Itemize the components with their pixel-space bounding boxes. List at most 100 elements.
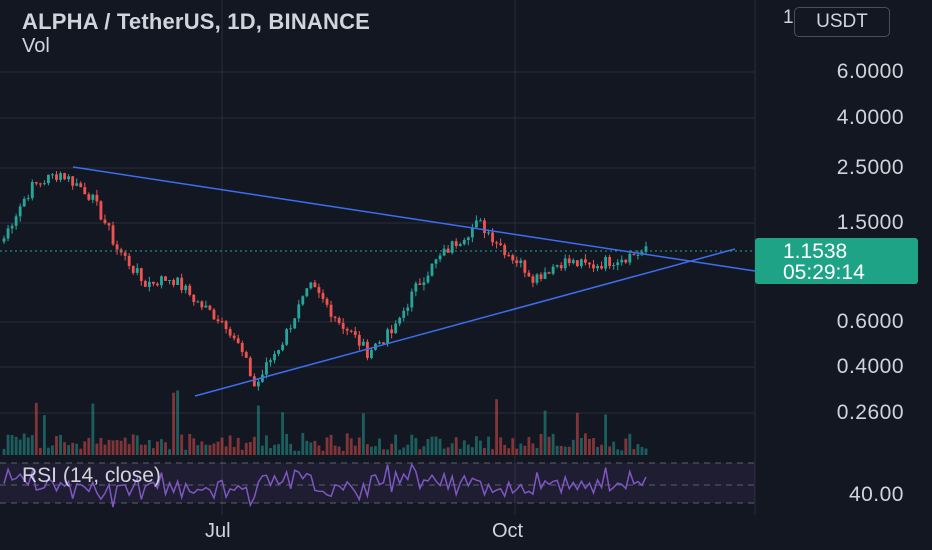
candle-body bbox=[571, 260, 575, 264]
currency-unit-button[interactable]: USDT bbox=[794, 7, 890, 37]
volume-bar bbox=[107, 439, 111, 455]
volume-bar bbox=[224, 446, 228, 455]
volume-bar bbox=[156, 441, 159, 455]
volume-bar bbox=[293, 450, 297, 455]
volume-bar bbox=[624, 438, 628, 455]
volume-bar bbox=[51, 445, 54, 455]
candle-body bbox=[357, 334, 361, 346]
volume-bar bbox=[55, 436, 58, 455]
volume-bar bbox=[531, 443, 535, 455]
candle-body bbox=[168, 280, 171, 282]
volume-bar bbox=[575, 412, 579, 455]
candle-body bbox=[628, 253, 632, 263]
volume-bar bbox=[418, 449, 422, 455]
candle-body bbox=[164, 276, 167, 281]
y-tick-label: 0.4000 bbox=[836, 355, 904, 378]
candle-body bbox=[612, 265, 616, 267]
candle-body bbox=[236, 338, 240, 343]
candle-body bbox=[349, 330, 353, 332]
volume-bar bbox=[571, 439, 575, 455]
candle-body bbox=[180, 277, 184, 291]
volume-bar bbox=[434, 436, 438, 455]
volume-bar bbox=[470, 447, 474, 455]
volume-bar bbox=[135, 435, 139, 455]
volume-label[interactable]: Vol bbox=[22, 35, 50, 57]
candle-body bbox=[555, 265, 559, 267]
symbol-title[interactable]: ALPHA / TetherUS, 1D, BINANCE bbox=[22, 9, 371, 34]
candle-body bbox=[18, 206, 22, 217]
volume-bar bbox=[30, 435, 34, 455]
candle-body bbox=[511, 255, 515, 261]
volume-bar bbox=[248, 442, 252, 455]
volume-bar bbox=[63, 442, 66, 455]
candle-body bbox=[515, 260, 519, 264]
candle-body bbox=[176, 277, 180, 286]
upper-trendline[interactable] bbox=[72, 166, 756, 272]
candle-body bbox=[313, 282, 317, 288]
volume-bar bbox=[2, 448, 6, 455]
volume-bar bbox=[608, 446, 612, 455]
volume-bar bbox=[103, 444, 107, 455]
rsi-indicator-label[interactable]: RSI (14, close) bbox=[22, 464, 161, 487]
volume-bar bbox=[462, 440, 466, 455]
candle-body bbox=[337, 318, 341, 324]
candle-body bbox=[216, 319, 220, 322]
volume-bar bbox=[636, 444, 640, 455]
volume-bar bbox=[47, 447, 50, 455]
candle-body bbox=[147, 281, 151, 287]
volume-bar bbox=[491, 449, 494, 455]
candle-body bbox=[418, 283, 422, 285]
volume-bar bbox=[543, 410, 547, 455]
candle-body bbox=[454, 241, 458, 246]
volume-bar bbox=[547, 436, 551, 455]
candlesticks bbox=[2, 171, 648, 391]
candle-body bbox=[67, 176, 71, 180]
x-tick-label: Oct bbox=[492, 520, 524, 542]
candle-body bbox=[600, 265, 603, 269]
candle-body bbox=[269, 360, 272, 363]
candle-body bbox=[277, 350, 280, 354]
candle-body bbox=[301, 296, 305, 305]
candle-body bbox=[329, 304, 333, 317]
volume-bar bbox=[430, 436, 434, 455]
volume-bar bbox=[168, 449, 171, 455]
candle-body bbox=[543, 272, 547, 279]
volume-bar bbox=[640, 446, 644, 455]
rsi-line bbox=[3, 462, 647, 508]
volume-bar bbox=[515, 448, 519, 455]
lower-trendline[interactable] bbox=[194, 248, 736, 397]
candle-body bbox=[285, 329, 289, 345]
volume-bar bbox=[519, 443, 523, 455]
candle-body bbox=[616, 262, 620, 266]
volume-bar bbox=[79, 448, 83, 455]
volume-bar bbox=[382, 449, 385, 455]
volume-bar bbox=[305, 440, 309, 455]
volume-bar bbox=[406, 444, 410, 455]
volume-bar bbox=[539, 434, 543, 455]
candle-body bbox=[30, 182, 34, 199]
volume-bar bbox=[184, 449, 188, 455]
candle-body bbox=[127, 255, 131, 267]
volume-bar bbox=[333, 445, 337, 455]
candle-body bbox=[63, 173, 66, 180]
candle-body bbox=[6, 228, 10, 239]
candle-body bbox=[200, 301, 204, 308]
candle-body bbox=[184, 285, 188, 291]
candle-body bbox=[22, 198, 26, 207]
candle-body bbox=[588, 262, 591, 265]
candle-body bbox=[466, 237, 470, 241]
volume-bar bbox=[59, 434, 62, 455]
y-tick-label: 0.6000 bbox=[836, 310, 904, 333]
candle-body bbox=[333, 316, 337, 319]
candle-body bbox=[220, 321, 224, 323]
volume-bar bbox=[71, 442, 75, 455]
candle-body bbox=[115, 244, 119, 250]
candle-body bbox=[414, 283, 418, 292]
volume-bar bbox=[309, 442, 313, 455]
y-tick-label: 6.0000 bbox=[836, 60, 904, 83]
volume-bar bbox=[277, 444, 280, 455]
volume-bar bbox=[551, 433, 555, 455]
candle-body bbox=[26, 198, 30, 200]
candle-body bbox=[111, 225, 115, 245]
